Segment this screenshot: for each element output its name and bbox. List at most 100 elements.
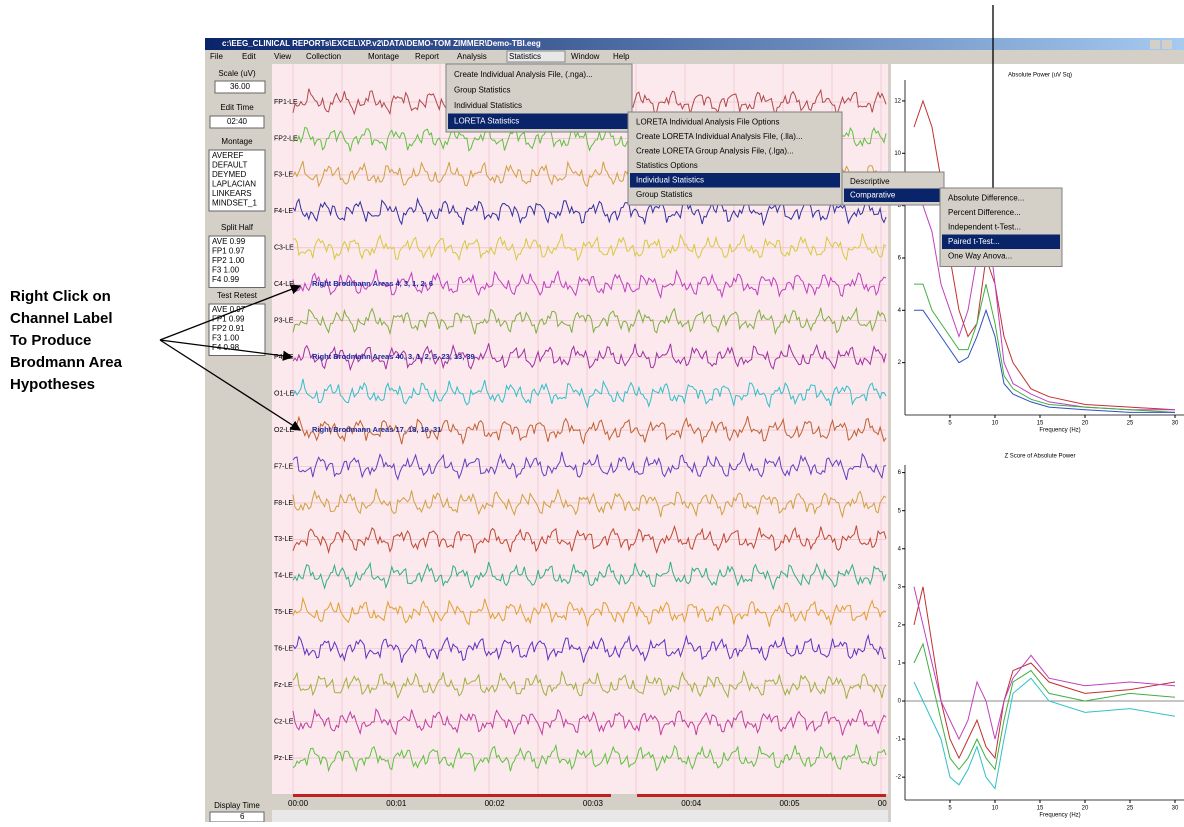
channel-label[interactable]: T4-LE [274, 573, 293, 580]
menu-item[interactable]: Create LORETA Individual Analysis File, … [636, 132, 803, 141]
menu-highlight [844, 188, 942, 202]
channel-label[interactable]: T5-LE [274, 609, 293, 616]
list-item[interactable]: F3 1.00 [212, 334, 240, 343]
title-bar [205, 38, 1184, 50]
menu-item[interactable]: Group Statistics [636, 190, 692, 199]
list-item[interactable]: LINKEARS [212, 189, 252, 198]
menu-item[interactable]: Collection [306, 52, 341, 61]
list-item[interactable]: F4 0.99 [212, 275, 240, 284]
menu-item[interactable]: Individual Statistics [454, 101, 522, 110]
menu-item[interactable]: Comparative [850, 190, 896, 199]
channel-label[interactable]: C3-LE [274, 245, 294, 252]
list-item[interactable]: DEFAULT [212, 161, 248, 170]
minimize-button[interactable] [1150, 40, 1160, 49]
x-tick-label: 10 [992, 421, 999, 427]
spectrum-line [913, 677, 1176, 790]
list-item[interactable]: AVEREF [212, 151, 244, 160]
list-item[interactable]: AVE 0.97 [212, 305, 246, 314]
channel-label[interactable]: T6-LE [274, 646, 293, 653]
x-tick-label: 30 [1172, 421, 1179, 427]
y-tick-label: 0 [898, 699, 902, 705]
menu-item[interactable]: One Way Anova... [948, 251, 1012, 260]
brodmann-annotation: Right Brodmann Areas 40, 3, 1, 2, 5, 23,… [312, 352, 475, 361]
channel-label[interactable]: O1-LE [274, 390, 295, 397]
brodmann-annotation: Right Brodmann Areas 17, 18, 19, 31 [312, 425, 441, 434]
menu-item[interactable]: LORETA Individual Analysis File Options [636, 117, 779, 126]
time-label: 00:00 [288, 799, 309, 808]
time-bar [637, 794, 886, 797]
input-box[interactable] [208, 235, 266, 288]
scale-value: 36.00 [230, 82, 251, 91]
menu-item[interactable]: View [274, 52, 291, 61]
list-item[interactable]: F3 1.00 [212, 266, 240, 275]
spectrum-line [914, 308, 1175, 413]
x-axis-label: Frequency (Hz) [1039, 428, 1080, 434]
list-item[interactable]: DEYMED [212, 170, 246, 179]
channel-label[interactable]: C4-LE [274, 281, 294, 288]
channel-label[interactable]: Pz-LE [274, 755, 293, 762]
x-axis-label: Frequency (Hz) [1039, 813, 1080, 819]
menu-item[interactable]: Independent t-Test... [948, 222, 1021, 231]
channel-label[interactable]: FP1-LE [274, 99, 298, 106]
annotation-text: To Produce [10, 332, 91, 349]
menu-item[interactable]: Analysis [457, 52, 487, 61]
menu-item[interactable]: Paired t-Test... [948, 237, 1000, 246]
channel-label[interactable]: F4-LE [274, 208, 293, 215]
menu-item[interactable]: Window [571, 52, 600, 61]
eeg-trace [292, 415, 887, 446]
y-tick-label: 2 [898, 360, 902, 366]
eeg-trace [292, 488, 887, 519]
list-item[interactable]: FP2 0.91 [212, 324, 245, 333]
input-box[interactable] [209, 115, 265, 129]
list-item[interactable]: FP2 1.00 [212, 256, 245, 265]
list-item[interactable]: FP1 0.97 [212, 247, 245, 256]
menu-item[interactable]: Statistics Options [636, 161, 698, 170]
channel-label[interactable]: T3-LE [274, 536, 293, 543]
menu-item[interactable]: Group Statistics [454, 85, 510, 94]
scrollbar[interactable] [272, 810, 888, 822]
y-tick-label: 3 [898, 584, 902, 590]
menu-item[interactable]: Create Individual Analysis File, (.nga).… [454, 70, 593, 79]
input-box[interactable] [208, 149, 266, 212]
channel-label[interactable]: F3-LE [274, 172, 293, 179]
maximize-button[interactable] [1162, 40, 1172, 49]
input-box[interactable] [214, 80, 266, 94]
display-time: 6 [240, 812, 245, 821]
channel-label[interactable]: F7-LE [274, 463, 293, 470]
menu-highlight [630, 173, 840, 188]
channel-label[interactable]: P3-LE [274, 318, 294, 325]
eeg-trace [292, 343, 887, 372]
x-tick-label: 15 [1037, 806, 1044, 812]
list-item[interactable]: AVE 0.99 [212, 237, 246, 246]
eeg-trace [292, 451, 887, 481]
y-tick-label: 2 [898, 622, 902, 628]
menu-item[interactable]: Help [613, 52, 630, 61]
menu-item[interactable]: Statistics [509, 52, 541, 61]
channel-label[interactable]: Cz-LE [274, 718, 294, 725]
menu-item[interactable]: LORETA Statistics [454, 116, 519, 125]
menu-item[interactable]: Montage [368, 52, 400, 61]
menu-item[interactable]: Create LORETA Group Analysis File, (.lga… [636, 146, 794, 155]
channel-label[interactable]: Fz-LE [274, 682, 293, 689]
eeg-trace [292, 743, 887, 773]
list-item[interactable]: F4 0.98 [212, 343, 240, 352]
y-tick-label: 4 [898, 546, 902, 552]
menu-item[interactable]: Absolute Difference... [948, 193, 1024, 202]
time-label: 00:01 [386, 799, 407, 808]
menu-item[interactable]: File [210, 52, 223, 61]
input-box[interactable] [209, 811, 265, 823]
list-item[interactable]: FP1 0.99 [212, 315, 245, 324]
menu-item[interactable]: Report [415, 52, 440, 61]
menu-item[interactable]: Descriptive [850, 177, 890, 186]
menu-item[interactable]: Edit [242, 52, 257, 61]
panel-label: Scale (uV) [218, 69, 256, 78]
menu-item[interactable]: Individual Statistics [636, 175, 704, 184]
menu-item[interactable]: Percent Difference... [948, 208, 1021, 217]
y-tick-label: 6 [898, 256, 902, 262]
x-tick-label: 5 [948, 806, 952, 812]
channel-label[interactable]: F8-LE [274, 500, 293, 507]
channel-label[interactable]: O2-LE [274, 427, 295, 434]
channel-label[interactable]: FP2-LE [274, 135, 298, 142]
list-item[interactable]: LAPLACIAN [212, 180, 256, 189]
list-item[interactable]: MINDSET_1 [212, 199, 257, 208]
